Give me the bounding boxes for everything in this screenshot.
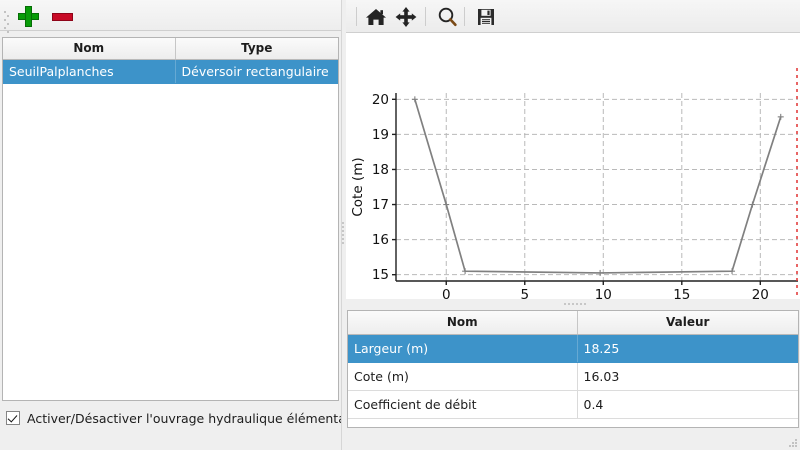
svg-text:15: 15 — [673, 287, 690, 299]
parameters-table[interactable]: Nom Valeur Largeur (m) 18.25 Cote (m) 16… — [347, 310, 799, 428]
move-icon[interactable] — [393, 5, 419, 29]
right-panel: 15 16 17 18 19 20 0 5 10 15 20 Cote (m) — [346, 0, 800, 450]
cell-type[interactable]: Déversoir rectangulaire — [175, 59, 338, 84]
svg-text:10: 10 — [595, 287, 612, 299]
table-row[interactable]: Largeur (m) 18.25 — [348, 334, 798, 363]
chart-x-ticks: 0 5 10 15 20 — [442, 281, 769, 299]
cell-param-name[interactable]: Coefficient de débit — [348, 390, 578, 419]
svg-text:15: 15 — [372, 267, 389, 283]
cell-param-value[interactable]: 0.4 — [577, 390, 798, 419]
chart-y-axis-label: Cote (m) — [350, 157, 366, 216]
cell-param-name[interactable]: Cote (m) — [348, 362, 578, 391]
table-header-row: Nom Type — [3, 38, 338, 60]
cell-param-value[interactable]: 16.03 — [577, 362, 798, 391]
left-toolbar — [0, 0, 341, 33]
left-panel: Nom Type SeuilPalplanches Déversoir rect… — [0, 0, 362, 450]
horizontal-splitter[interactable] — [346, 299, 800, 309]
svg-text:18: 18 — [372, 162, 389, 178]
table-row[interactable]: Coefficient de débit 0.4 — [348, 390, 798, 419]
column-header-type[interactable]: Type — [175, 38, 338, 60]
column-header-valeur[interactable]: Valeur — [577, 311, 798, 335]
chart-horizontal-gridlines — [396, 98, 798, 276]
chart-toolbar — [346, 0, 800, 33]
save-icon[interactable] — [473, 5, 499, 29]
toolbar-separator — [356, 7, 357, 26]
minus-icon[interactable] — [52, 13, 73, 21]
toolbar-separator — [425, 7, 426, 26]
checkbox-checked-icon[interactable] — [6, 411, 20, 425]
toolbar-separator — [464, 7, 465, 26]
plus-icon[interactable] — [18, 6, 39, 27]
cross-section-chart[interactable]: 15 16 17 18 19 20 0 5 10 15 20 Cote (m) — [346, 33, 800, 299]
column-header-nom[interactable]: Nom — [3, 38, 176, 60]
toolbar-grip[interactable] — [4, 9, 9, 33]
cell-nom[interactable]: SeuilPalplanches — [3, 59, 176, 84]
splitter-grip-dots — [342, 222, 345, 246]
svg-text:0: 0 — [442, 287, 451, 299]
home-icon[interactable] — [363, 5, 389, 29]
table-row[interactable]: Cote (m) 16.03 — [348, 362, 798, 391]
svg-text:20: 20 — [372, 92, 389, 108]
vertical-splitter[interactable] — [341, 0, 346, 450]
zoom-icon[interactable] — [434, 5, 460, 29]
cell-param-value[interactable]: 18.25 — [577, 334, 798, 363]
chart-series-markers — [411, 96, 784, 276]
red-dashed-edge-marker — [796, 68, 798, 299]
plus-icon-vertical-bar — [25, 6, 32, 27]
svg-text:5: 5 — [520, 287, 529, 299]
column-header-nom[interactable]: Nom — [348, 311, 578, 335]
svg-text:19: 19 — [372, 127, 389, 143]
splitter-edge-line — [341, 0, 342, 450]
svg-text:16: 16 — [372, 232, 389, 248]
chart-y-ticks: 15 16 17 18 19 20 — [372, 92, 396, 283]
table-row[interactable]: SeuilPalplanches Déversoir rectangulaire — [3, 59, 338, 84]
splitter-grip-dots — [564, 303, 588, 306]
structures-table[interactable]: Nom Type SeuilPalplanches Déversoir rect… — [2, 37, 339, 401]
chart-svg: 15 16 17 18 19 20 0 5 10 15 20 Cote (m) — [346, 33, 800, 299]
cell-param-name[interactable]: Largeur (m) — [348, 334, 578, 363]
table-header-row: Nom Valeur — [348, 311, 798, 335]
enable-structure-label: Activer/Désactiver l'ouvrage hydraulique… — [27, 410, 362, 426]
svg-text:17: 17 — [372, 197, 389, 213]
chart-vertical-gridlines — [445, 93, 761, 281]
window-resize-grip[interactable] — [788, 438, 798, 448]
svg-text:20: 20 — [752, 287, 769, 299]
enable-structure-checkbox[interactable]: Activer/Désactiver l'ouvrage hydraulique… — [6, 408, 362, 428]
